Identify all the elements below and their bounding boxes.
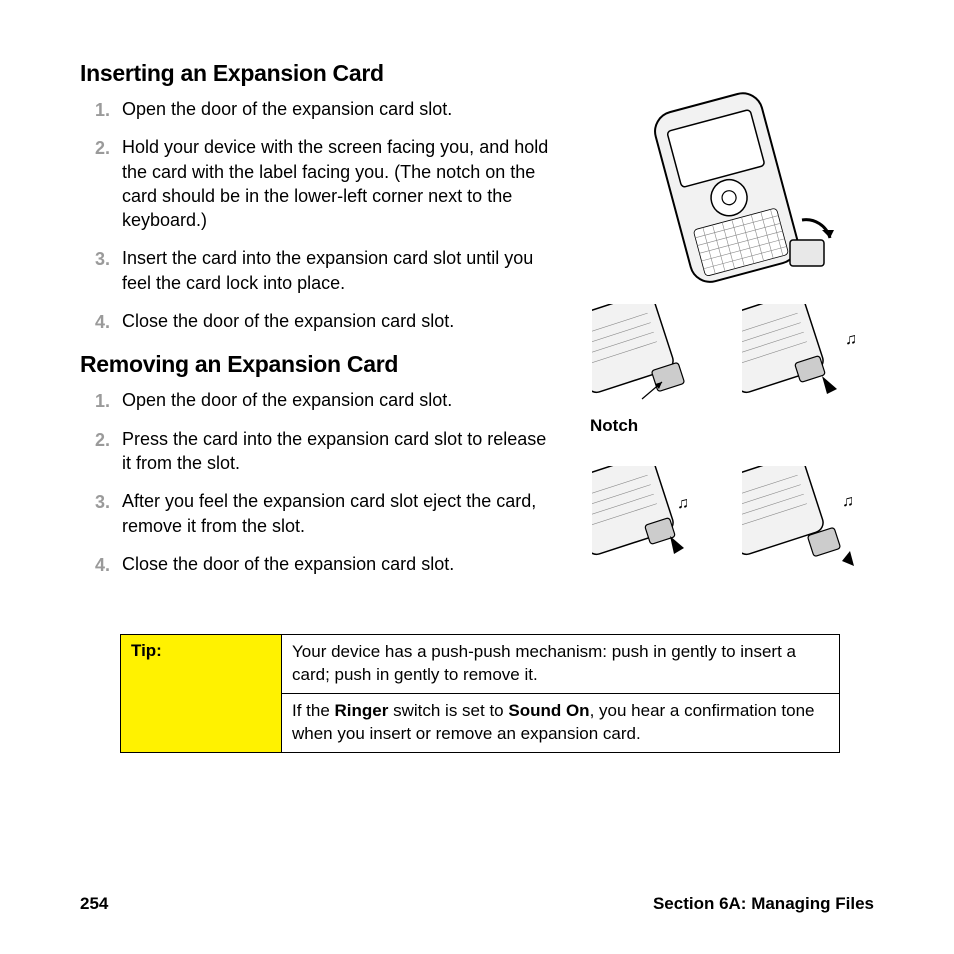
manual-page: Inserting an Expansion Card 1. Open the d… bbox=[0, 0, 954, 954]
step-text: Open the door of the expansion card slot… bbox=[122, 99, 452, 119]
music-note-icon: ♫ bbox=[842, 493, 854, 510]
tip-paragraph-1: Your device has a push-push mechanism: p… bbox=[282, 635, 839, 693]
step-text: After you feel the expansion card slot e… bbox=[122, 491, 536, 535]
tip-bold: Ringer bbox=[335, 701, 389, 720]
step-number: 3. bbox=[82, 247, 110, 271]
steps-inserting: 1. Open the door of the expansion card sl… bbox=[80, 97, 560, 333]
step-number: 3. bbox=[82, 490, 110, 514]
step-item: 1.Open the door of the expansion card sl… bbox=[116, 388, 560, 412]
illustration-row-1: ♫ bbox=[592, 304, 862, 414]
heading-removing: Removing an Expansion Card bbox=[80, 351, 560, 378]
tip-box: Tip: Your device has a push-push mechani… bbox=[120, 634, 840, 753]
step-number: 4. bbox=[82, 553, 110, 577]
music-note-icon: ♫ bbox=[677, 495, 689, 512]
music-note-icon: ♫ bbox=[845, 331, 857, 348]
step-number: 1. bbox=[82, 98, 110, 122]
remove-press-illustration: ♫ bbox=[592, 466, 712, 576]
insert-click-illustration: ♫ bbox=[742, 304, 862, 414]
step-text: Hold your device with the screen facing … bbox=[122, 137, 548, 230]
step-text: Close the door of the expansion card slo… bbox=[122, 554, 454, 574]
step-item: 3.After you feel the expansion card slot… bbox=[116, 489, 560, 538]
step-text: Close the door of the expansion card slo… bbox=[122, 311, 454, 331]
step-text: Press the card into the expansion card s… bbox=[122, 429, 546, 473]
text-column: Inserting an Expansion Card 1. Open the d… bbox=[80, 60, 560, 594]
tip-body: Your device has a push-push mechanism: p… bbox=[282, 635, 839, 752]
tip-text: switch is set to bbox=[388, 701, 508, 720]
step-number: 2. bbox=[82, 428, 110, 452]
step-number: 4. bbox=[82, 310, 110, 334]
page-number: 254 bbox=[80, 894, 108, 914]
step-item: 2.Hold your device with the screen facin… bbox=[116, 135, 560, 232]
heading-inserting: Inserting an Expansion Card bbox=[80, 60, 560, 87]
section-label: Section 6A: Managing Files bbox=[653, 894, 874, 914]
notch-caption: Notch bbox=[590, 416, 638, 436]
tip-bold: Sound On bbox=[508, 701, 589, 720]
step-item: 4.Close the door of the expansion card s… bbox=[116, 552, 560, 576]
illustration-column: ♫ Notch ♫ bbox=[580, 60, 874, 594]
tip-label: Tip: bbox=[121, 635, 282, 752]
phone-illustration-main bbox=[602, 90, 852, 290]
insert-notch-illustration bbox=[592, 304, 712, 414]
two-column-layout: Inserting an Expansion Card 1. Open the d… bbox=[80, 60, 874, 594]
step-text: Insert the card into the expansion card … bbox=[122, 248, 533, 292]
step-text: Open the door of the expansion card slot… bbox=[122, 390, 452, 410]
step-number: 1. bbox=[82, 389, 110, 413]
step-item: 4.Close the door of the expansion card s… bbox=[116, 309, 560, 333]
step-item: 1.Open the door of the expansion card sl… bbox=[116, 97, 560, 121]
tip-paragraph-2: If the Ringer switch is set to Sound On,… bbox=[282, 693, 839, 752]
step-number: 2. bbox=[82, 136, 110, 160]
page-footer: 254 Section 6A: Managing Files bbox=[80, 894, 874, 914]
step-item: 3.Insert the card into the expansion car… bbox=[116, 246, 560, 295]
tip-text: If the bbox=[292, 701, 335, 720]
steps-removing: 1. Open the door of the expansion card sl… bbox=[80, 388, 560, 576]
remove-eject-illustration: ♫ bbox=[742, 466, 862, 576]
illustration-row-2: ♫ ♫ bbox=[592, 466, 862, 576]
step-item: 2.Press the card into the expansion card… bbox=[116, 427, 560, 476]
